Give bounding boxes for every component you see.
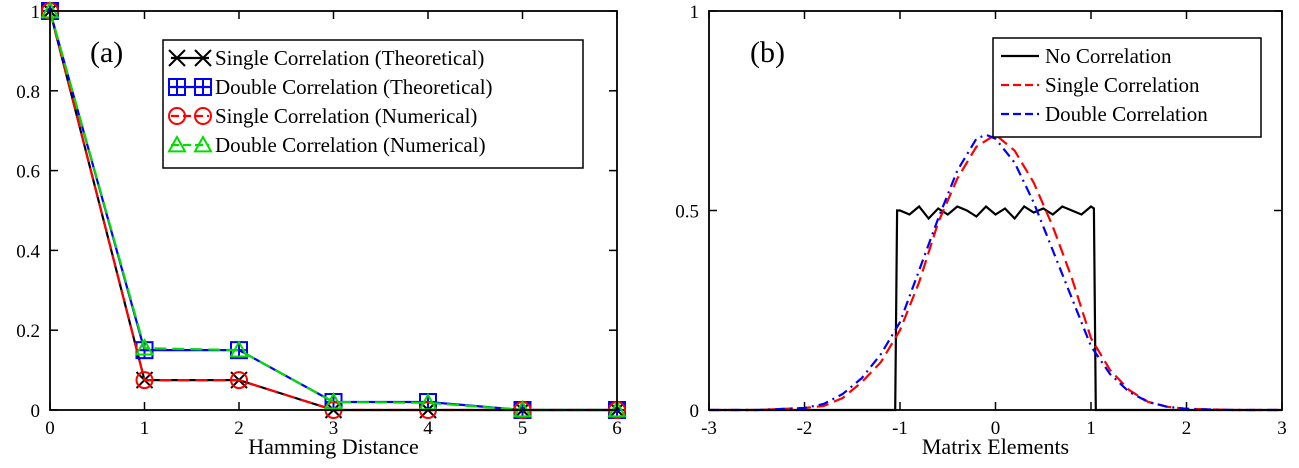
legend-label-4: Double Correlation (Numerical) [215,133,486,157]
legend-label-2: Single Correlation [1045,73,1200,97]
series-line-3 [709,133,1282,412]
x-tick-label: 3 [329,418,339,439]
plot-frame [49,10,618,411]
legend-marker-3 [168,107,186,125]
legend-label-3: Single Correlation (Numerical) [215,104,477,128]
legend-label-3: Double Correlation [1045,102,1208,126]
panel-label: (a) [90,36,123,69]
series-3-point [230,371,248,390]
x-tick-label: 0 [991,418,1001,439]
x-tick-label: -2 [797,418,813,439]
plot-frame [708,10,1283,411]
x-tick-label: 6 [612,418,622,439]
x-tick-label: 4 [423,418,433,439]
y-tick-label: 1 [31,2,41,23]
x-tick-label: 2 [234,418,244,439]
panel-label: (b) [750,36,785,69]
series-line-1 [709,204,1282,412]
x-tick-label: -1 [892,418,908,439]
y-tick-label: 1 [690,2,700,23]
y-tick-label: 0.5 [675,202,699,223]
legend-marker-4 [167,134,187,153]
y-tick-label: 0.2 [16,321,40,342]
legend-marker-3 [194,107,212,125]
legend-marker-1-b [168,49,186,67]
legend-marker-1-b [194,49,212,67]
y-tick-label: 0.8 [16,82,40,103]
x-tick-label: 1 [1086,418,1096,439]
legend-label-2: Double Correlation (Theoretical) [215,75,493,99]
x-axis-title: Hamming Distance [248,434,418,459]
y-tick-label: 0.4 [16,241,40,262]
legend-marker-4 [193,134,213,153]
legend-label-1: Single Correlation (Theoretical) [215,46,484,70]
series-3-point [135,371,154,390]
legend-box [162,39,584,169]
series-4-point [134,338,155,356]
panel-b-matrix-elements-chart: -3 -2 -1 0 1 2 3 0 0.5 1 Matrix Elements (b) No Corr… [675,2,1287,459]
series-line-2 [709,133,1282,412]
panel-a-hamming-distance-chart: 0 1 2 3 4 5 6 0 0.2 0.4 0.6 0.8 1 Hamming Distance (a)… [16,0,627,459]
legend-box [992,37,1262,138]
x-tick-label: -3 [701,418,717,439]
legend-label-1: No Correlation [1045,44,1172,68]
x-tick-label: 2 [1182,418,1192,439]
x-tick-label: 3 [1277,418,1287,439]
x-axis-title: Matrix Elements [922,434,1069,459]
x-tick-label: 5 [518,418,528,439]
x-tick-label: 0 [45,418,55,439]
y-tick-label: 0 [690,401,700,422]
series-4-point [229,340,249,358]
y-tick-label: 0 [31,401,41,422]
y-tick-label: 0.6 [16,162,40,183]
x-tick-label: 1 [140,418,150,439]
series-4-point [323,391,344,410]
